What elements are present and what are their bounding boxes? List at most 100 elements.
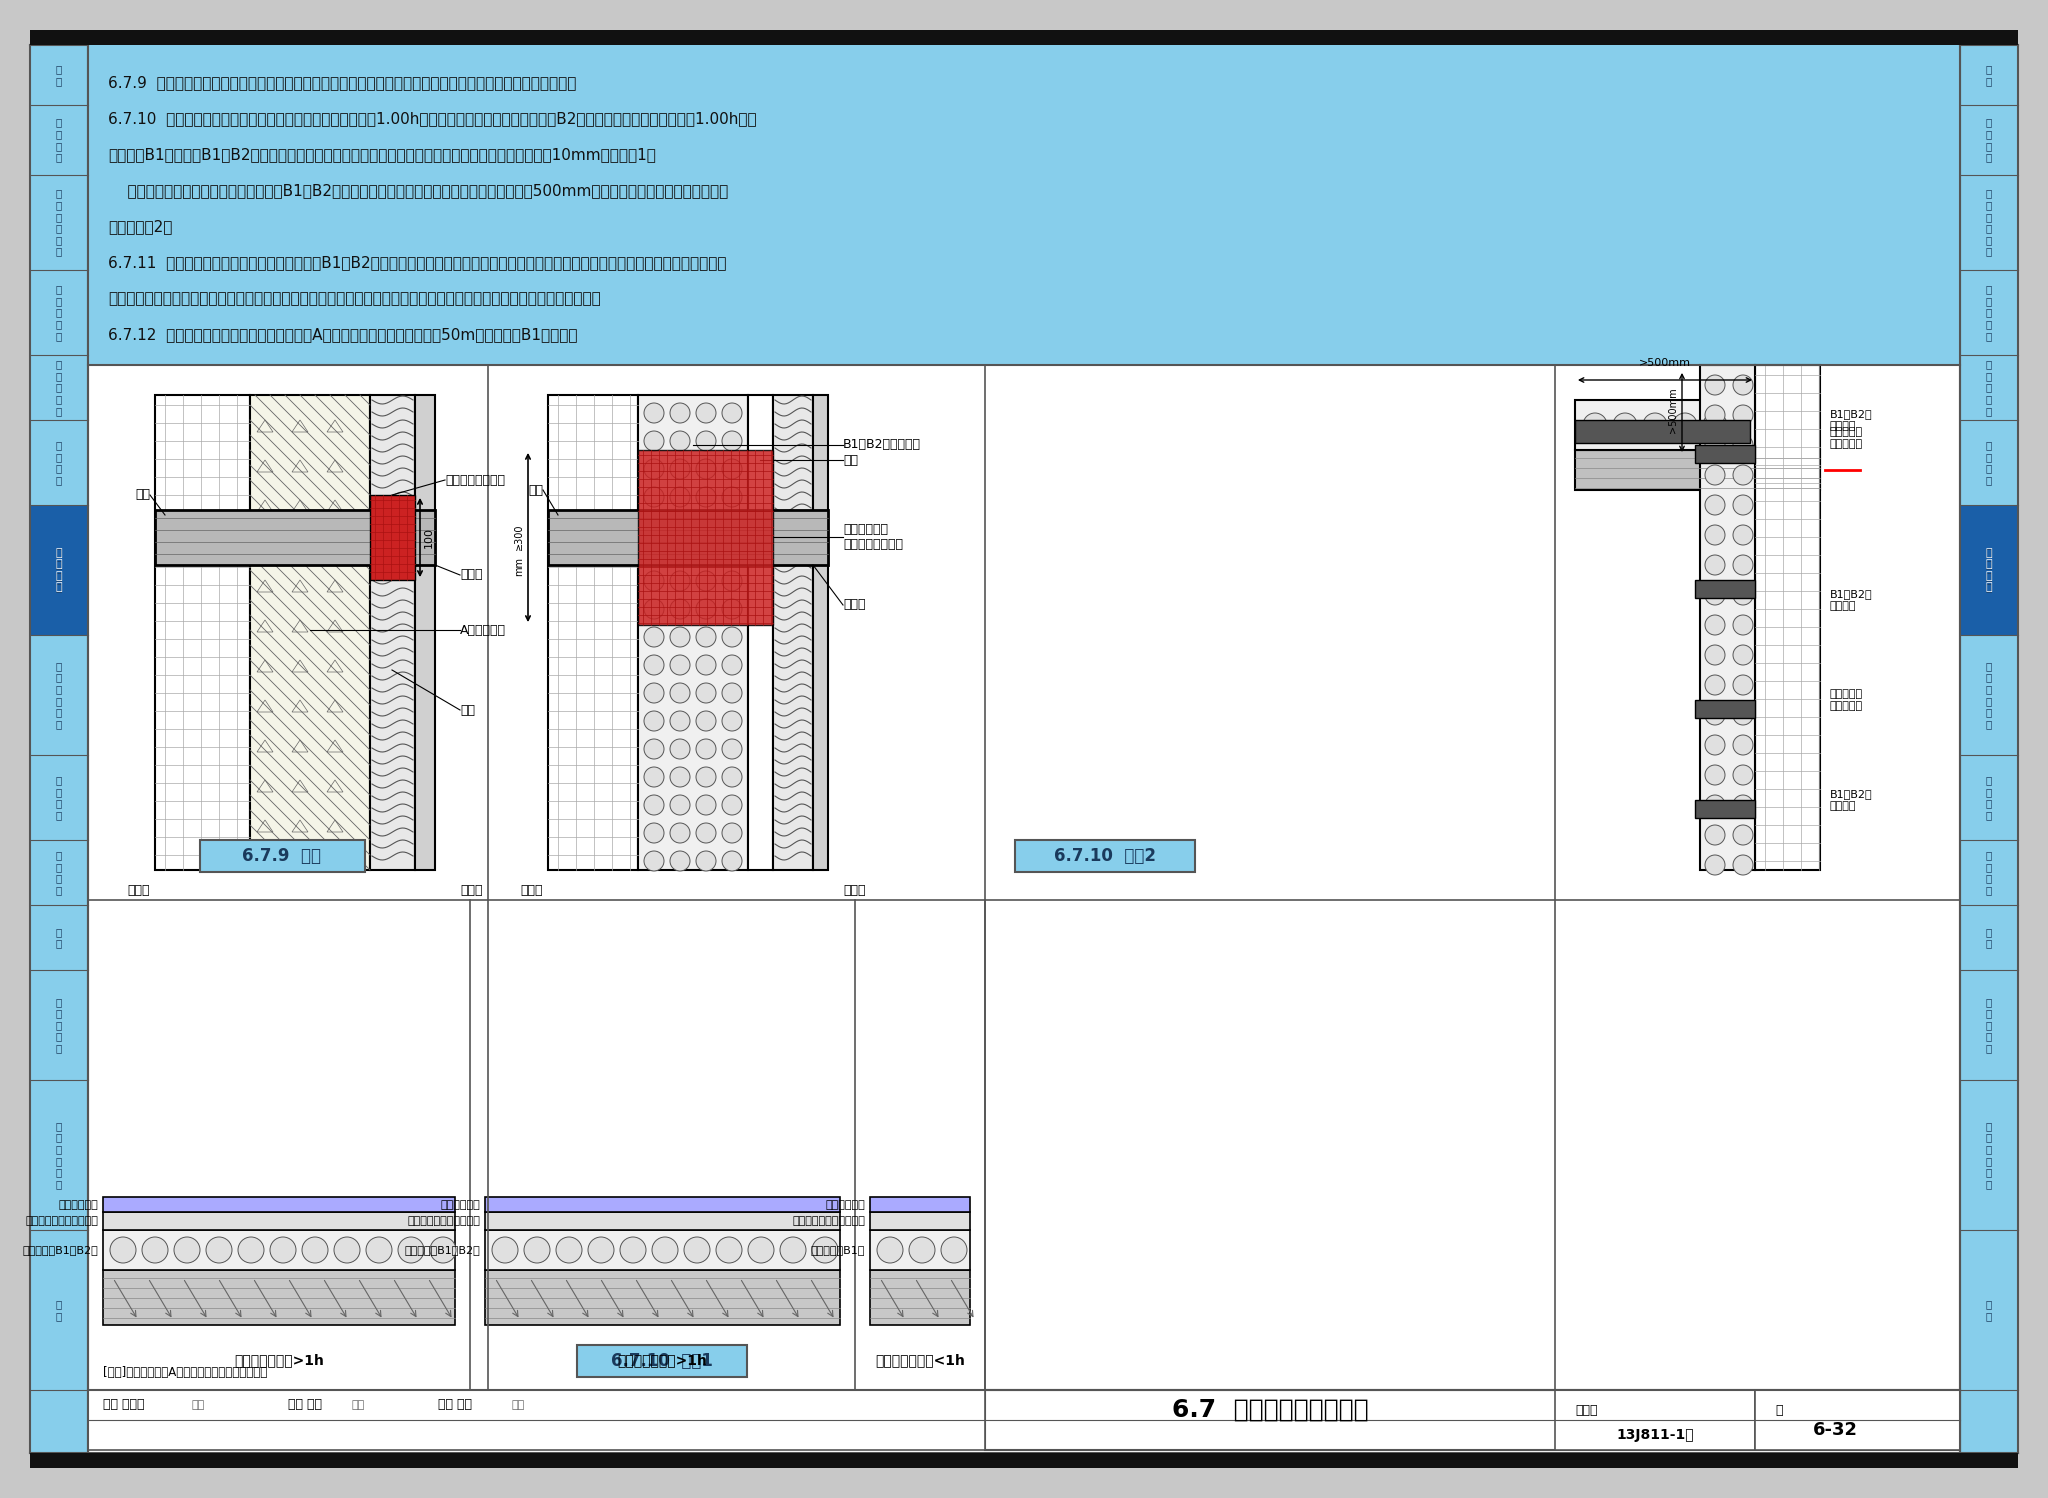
Circle shape — [723, 515, 741, 535]
Circle shape — [1733, 736, 1753, 755]
Circle shape — [696, 739, 717, 759]
Circle shape — [1733, 554, 1753, 575]
Bar — [1755, 366, 1821, 870]
Text: 供
暖
设
施: 供 暖 设 施 — [1987, 849, 1993, 894]
Circle shape — [670, 431, 690, 451]
Circle shape — [111, 1237, 135, 1263]
Circle shape — [301, 1237, 328, 1263]
Bar — [1696, 580, 1755, 598]
Text: [注释]当保温材料为A级时，不需要做防火保护层。: [注释]当保温材料为A级时，不需要做防火保护层。 — [102, 1366, 266, 1378]
Text: 页: 页 — [1776, 1404, 1782, 1417]
Bar — [1575, 449, 1821, 490]
Text: 签名: 签名 — [190, 1401, 205, 1410]
Circle shape — [1706, 524, 1724, 545]
Circle shape — [723, 431, 741, 451]
Circle shape — [1706, 404, 1724, 425]
Text: 6.7.9  图示: 6.7.9 图示 — [242, 846, 322, 864]
Circle shape — [723, 822, 741, 843]
Circle shape — [1583, 413, 1608, 437]
Text: 100: 100 — [424, 526, 434, 547]
Circle shape — [621, 1237, 645, 1263]
Text: 装饰层: 装饰层 — [461, 884, 483, 896]
Text: 6.7.9  建筑外墙外保温系统与基层墙体、装饰层之间的空腔，应在每层楼板处采用防火封堵材料封堵。【图示】: 6.7.9 建筑外墙外保温系统与基层墙体、装饰层之间的空腔，应在每层楼板处采用防… — [109, 75, 575, 90]
Circle shape — [1706, 374, 1724, 395]
Bar — [578, 1345, 748, 1377]
Bar — [371, 494, 416, 580]
Circle shape — [696, 795, 717, 815]
Circle shape — [1706, 464, 1724, 485]
Circle shape — [723, 571, 741, 592]
Circle shape — [1642, 413, 1667, 437]
Text: 厂
房
和
仓
库: 厂 房 和 仓 库 — [1987, 285, 1993, 340]
Circle shape — [643, 487, 664, 506]
Circle shape — [643, 767, 664, 786]
Bar — [31, 1453, 2017, 1468]
Text: 木
结
构
建
筑: 木 结 构 建 筑 — [1987, 996, 1993, 1053]
Bar — [639, 449, 772, 625]
Bar — [156, 395, 250, 870]
Circle shape — [1733, 706, 1753, 725]
Text: A级保温材料: A级保温材料 — [461, 623, 506, 637]
Circle shape — [670, 739, 690, 759]
Circle shape — [1733, 434, 1753, 455]
Text: 楼板: 楼板 — [135, 488, 150, 502]
Circle shape — [940, 1237, 967, 1263]
Text: 总
术
符
则
语
号: 总 术 符 则 语 号 — [55, 189, 61, 256]
Circle shape — [696, 628, 717, 647]
Text: 6-32: 6-32 — [1812, 1422, 1858, 1440]
Circle shape — [1733, 494, 1753, 515]
Text: B1、B2级
保温材料: B1、B2级 保温材料 — [1831, 409, 1872, 431]
Circle shape — [643, 739, 664, 759]
Text: 防火隔离带及
防火封堵材料封堵: 防火隔离带及 防火封堵材料封堵 — [844, 523, 903, 551]
Circle shape — [334, 1237, 360, 1263]
Bar — [88, 45, 1960, 366]
Text: 6.7.11  电气线路不应穿越或敷设在燃烧性能为B1、B2级的保温材料中；确需穿越或敷设时，应采用穿金属管并在金属管周围采用不燃隔热材料: 6.7.11 电气线路不应穿越或敷设在燃烧性能为B1、B2级的保温材料中；确需穿… — [109, 256, 727, 271]
Circle shape — [696, 599, 717, 619]
Circle shape — [643, 515, 664, 535]
Bar — [102, 1197, 455, 1212]
Bar — [870, 1212, 971, 1230]
Circle shape — [696, 571, 717, 592]
Bar — [1554, 1390, 1755, 1450]
Circle shape — [723, 683, 741, 703]
Text: 建
筑
构
造: 建 筑 构 造 — [55, 548, 61, 592]
Circle shape — [1733, 646, 1753, 665]
Text: 应采用不燃材料作保护层: 应采用不燃材料作保护层 — [408, 1216, 479, 1225]
Circle shape — [643, 571, 664, 592]
Text: 建
筑
构
造: 建 筑 构 造 — [1987, 548, 1993, 592]
Circle shape — [723, 628, 741, 647]
Circle shape — [670, 542, 690, 563]
Circle shape — [1733, 586, 1753, 605]
Text: 图集号: 图集号 — [1575, 1404, 1597, 1417]
Bar — [485, 1270, 840, 1326]
Circle shape — [696, 683, 717, 703]
Circle shape — [696, 515, 717, 535]
Circle shape — [643, 599, 664, 619]
Text: 进行防火隔离等防火保护措施。设置开关、插座等电器配件的部位周围应采取不燃隔热材料进行防火隔离等防火保护措施。: 进行防火隔离等防火保护措施。设置开关、插座等电器配件的部位周围应采取不燃隔热材料… — [109, 292, 600, 307]
Circle shape — [1733, 404, 1753, 425]
Text: 不应低于B1级。采用B1、B2级保温材料的外保温系统应采用不燃材料作防护层，防护层的厚度不应小于10mm。【图示1】: 不应低于B1级。采用B1、B2级保温材料的外保温系统应采用不燃材料作防护层，防护… — [109, 147, 655, 162]
Text: 城
市
交
通
隧
道: 城 市 交 通 隧 道 — [55, 1121, 61, 1189]
Circle shape — [1706, 736, 1724, 755]
Text: 消
防
设
置: 消 防 设 置 — [1987, 774, 1993, 819]
Circle shape — [643, 431, 664, 451]
Text: 6.7.10  图示2: 6.7.10 图示2 — [1055, 846, 1155, 864]
Circle shape — [1733, 825, 1753, 845]
Text: 6.7.12  建筑外墙的装饰层应采用燃烧性能为A级的材料，但建筑高度不大于50m时，可采用B1级材料。: 6.7.12 建筑外墙的装饰层应采用燃烧性能为A级的材料，但建筑高度不大于50m… — [109, 328, 578, 343]
Text: 附
录: 附 录 — [1987, 1299, 1993, 1321]
Circle shape — [811, 1237, 838, 1263]
Circle shape — [780, 1237, 807, 1263]
Bar — [870, 1230, 971, 1270]
Bar — [985, 1390, 1960, 1450]
Circle shape — [696, 431, 717, 451]
Text: 装饰层: 装饰层 — [844, 884, 866, 896]
Circle shape — [643, 458, 664, 479]
Bar — [102, 1270, 455, 1326]
Circle shape — [1706, 706, 1724, 725]
Bar — [201, 840, 365, 872]
Circle shape — [1733, 795, 1753, 815]
Bar — [813, 395, 827, 870]
Text: 可燃防水材料: 可燃防水材料 — [57, 1200, 98, 1210]
Bar — [102, 1212, 455, 1230]
Text: 6.7  建筑保温和外墙装饰: 6.7 建筑保温和外墙装饰 — [1171, 1398, 1368, 1422]
